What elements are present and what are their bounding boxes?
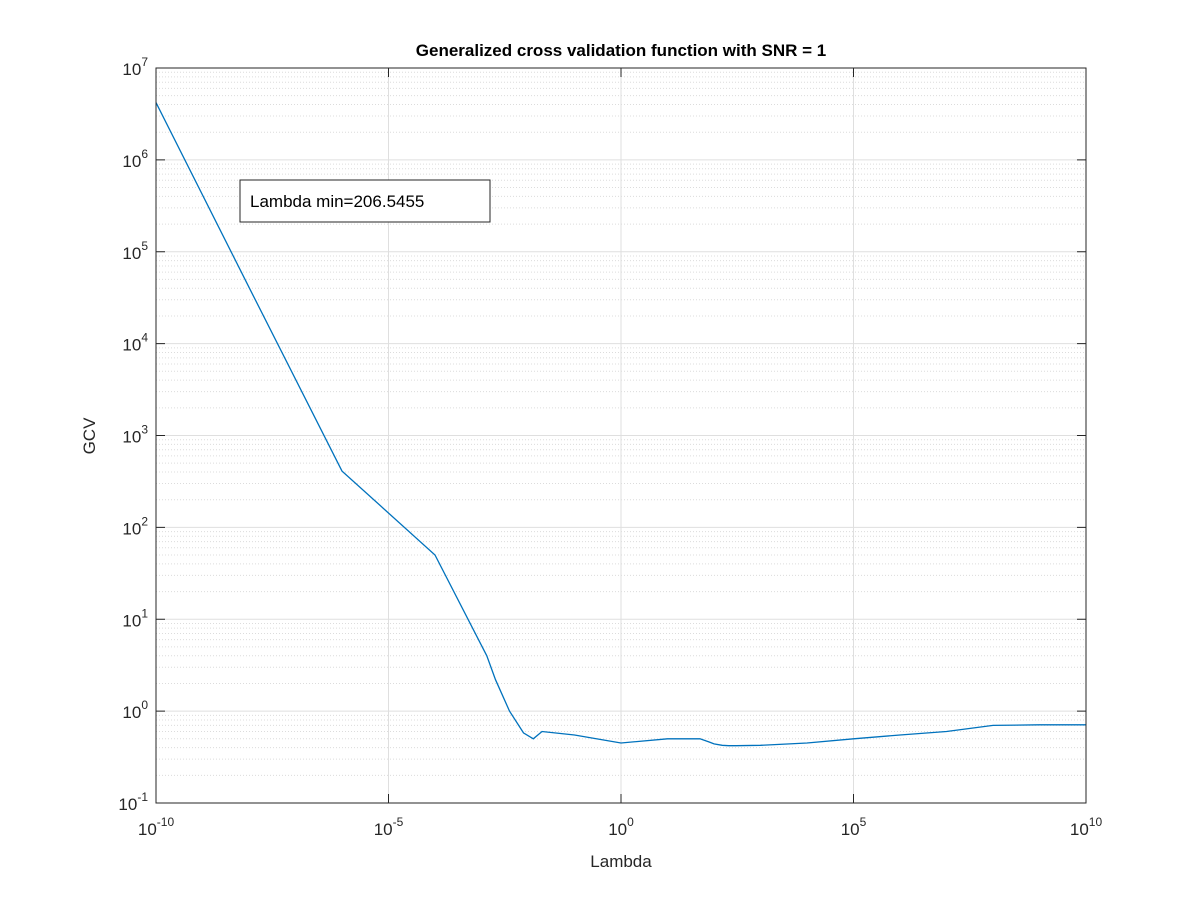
- y-tick-label: 103: [122, 423, 148, 447]
- y-tick-label: 100: [122, 698, 148, 722]
- y-tick-label: 104: [122, 331, 148, 355]
- x-tick-label: 10-10: [138, 815, 175, 839]
- y-tick-label: 10-1: [118, 790, 148, 814]
- y-tick-label: 102: [122, 514, 148, 538]
- annotation-frame: [239, 179, 491, 223]
- y-tick-label: 105: [122, 239, 148, 263]
- chart-title: Generalized cross validation function wi…: [416, 41, 826, 60]
- y-tick-label: 107: [122, 55, 148, 79]
- x-tick-label: 10-5: [374, 815, 404, 839]
- annotation-text: Lambda min=206.5455: [250, 192, 424, 211]
- series-line: [155, 102, 1086, 747]
- x-tick-label: 1010: [1070, 815, 1103, 839]
- y-tick-label: 106: [122, 147, 148, 171]
- grid: [155, 67, 1087, 804]
- x-tick-label: 105: [841, 815, 867, 839]
- y-tick-label: 101: [122, 606, 148, 630]
- y-axis-label: GCV: [80, 417, 99, 455]
- x-tick-label: 100: [608, 815, 634, 839]
- x-axis-label: Lambda: [590, 852, 652, 871]
- annotation-box: Lambda min=206.5455: [239, 179, 491, 223]
- ticks: 10-10 10-5 100 105 1010 10-1 100 101 102 103 104 10…: [118, 55, 1102, 839]
